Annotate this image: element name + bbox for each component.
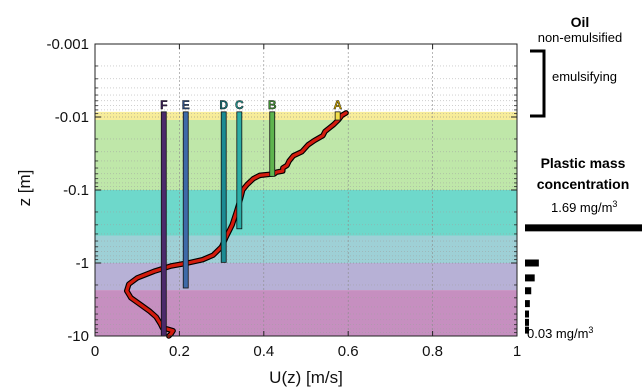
concentration-bar	[525, 259, 539, 267]
depth-band	[95, 263, 517, 291]
plastic-title-line1: Plastic mass	[541, 155, 626, 171]
y-tick-label: -10	[67, 328, 89, 345]
concentration-bars	[525, 224, 642, 334]
y-tick-label: -1	[76, 255, 89, 272]
concentration-min-label: 0.03 mg/m3	[527, 325, 593, 341]
sample-bar-a	[334, 111, 341, 121]
y-tick-label: -0.1	[63, 182, 89, 199]
oil-title: Oil	[571, 14, 590, 30]
sample-bar-label-b: B	[268, 98, 277, 112]
depth-band	[95, 111, 517, 121]
x-tick-label: 0.8	[422, 343, 443, 360]
y-axis-ticks: -0.001 -0.01 -0.1 -1 -10	[46, 36, 517, 345]
y-tick-label: -0.001	[46, 36, 89, 53]
plastic-title-line2: concentration	[537, 176, 630, 192]
grid-lines	[95, 44, 517, 336]
x-tick-label: 0.6	[338, 343, 359, 360]
sample-bar-f	[160, 111, 167, 337]
emulsifying-label: emulsifying	[552, 69, 617, 84]
sample-bar-label-d: D	[219, 98, 228, 112]
x-tick-label: 0	[91, 343, 99, 360]
oil-subtitle: non-emulsified	[538, 30, 623, 45]
y-tick-label: -0.01	[55, 109, 89, 126]
x-tick-label: 0.4	[253, 343, 274, 360]
concentration-bar	[525, 274, 535, 282]
concentration-max-label: 1.69 mg/m3	[551, 199, 617, 215]
x-axis-ticks: 0 0.2 0.4 0.6 0.8 1	[91, 44, 521, 360]
sample-bar-label-a: A	[333, 98, 342, 112]
sample-bar-c	[236, 111, 243, 230]
sample-bar-label-c: C	[235, 98, 244, 112]
concentration-bar	[525, 326, 529, 334]
sample-bar-label-e: E	[182, 98, 190, 112]
concentration-bar	[525, 300, 530, 308]
depth-band	[95, 235, 517, 263]
concentration-bar	[525, 224, 642, 232]
x-tick-label: 0.2	[169, 343, 190, 360]
sample-bar-label-f: F	[160, 98, 167, 112]
depth-band	[95, 190, 517, 236]
concentration-bar	[525, 318, 529, 326]
y-axis-title: z [m]	[15, 170, 34, 207]
x-tick-label: 1	[513, 343, 521, 360]
sample-bar-b	[269, 111, 276, 177]
concentration-bar	[525, 287, 532, 295]
sample-bar-d	[220, 111, 227, 263]
emulsifying-bracket	[530, 49, 546, 118]
concentration-bar	[525, 310, 529, 318]
sample-bar-e	[182, 111, 189, 289]
sample-bars: A B CD E F	[160, 98, 343, 337]
x-axis-title: U(z) [m/s]	[269, 368, 343, 387]
depth-band	[95, 120, 517, 190]
